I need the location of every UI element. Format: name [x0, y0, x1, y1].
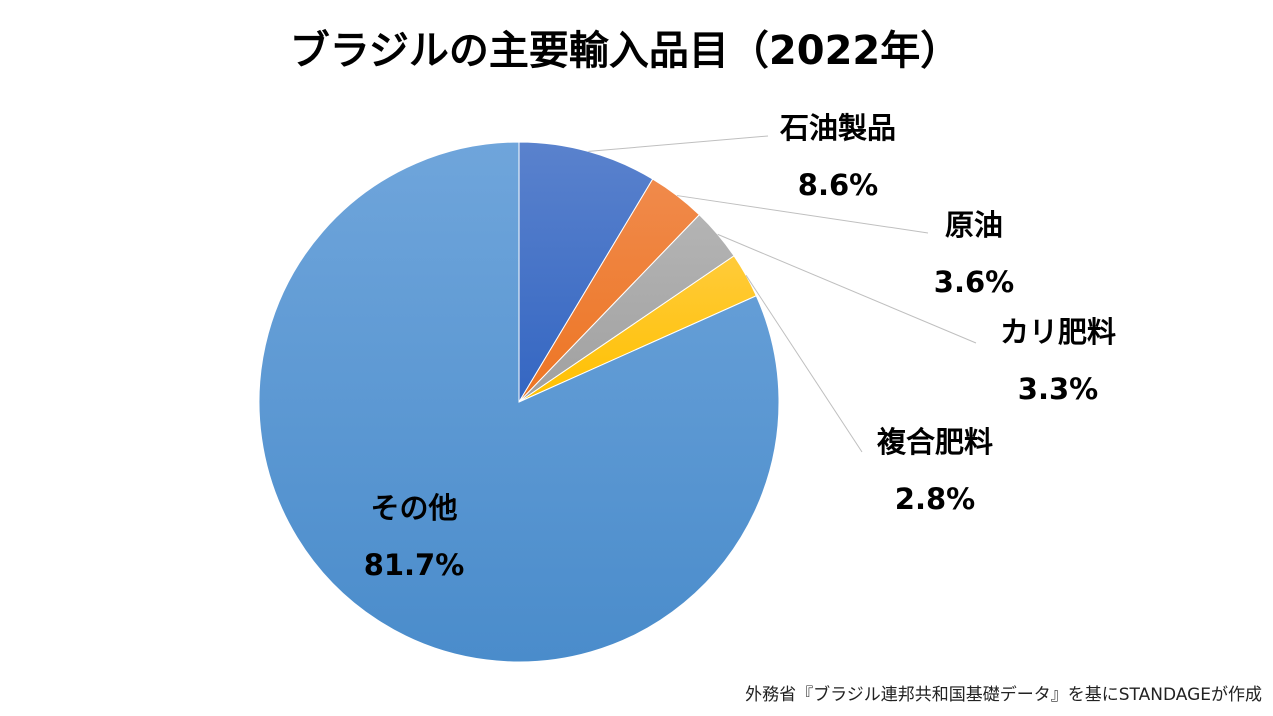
slice-value-label-2: 3.3%	[1018, 372, 1098, 406]
slice-category-label-3: 複合肥料	[877, 425, 993, 459]
source-note: 外務省『ブラジル連邦共和国基礎データ』を基にSTANDAGEが作成	[745, 684, 1262, 705]
slice-category-label-0: 石油製品	[779, 111, 896, 145]
pie-slices	[258, 141, 780, 663]
leader-line-3	[745, 275, 863, 453]
leader-line-1	[676, 195, 929, 234]
pie-slice-4	[258, 141, 780, 663]
chart-title: ブラジルの主要輸入品目（2022年）	[290, 28, 961, 74]
slice-value-label-0: 8.6%	[798, 168, 878, 202]
slice-category-label-1: 原油	[945, 208, 1003, 242]
slice-value-label-1: 3.6%	[934, 265, 1014, 299]
slice-category-label-2: カリ肥料	[1000, 315, 1116, 349]
slice-category-label-4: その他	[370, 491, 457, 525]
leader-line-2	[717, 233, 977, 344]
slice-value-label-3: 2.8%	[895, 482, 975, 516]
leader-line-0	[588, 135, 769, 152]
pie-slice-0	[518, 141, 654, 404]
slice-labels: 石油製品 8.6% 原油 3.6% カリ肥料 3.3% 複合肥料 2.8% その他 81.7%	[364, 111, 1116, 582]
leader-lines	[588, 135, 977, 453]
slice-value-label-4: 81.7%	[364, 548, 465, 582]
